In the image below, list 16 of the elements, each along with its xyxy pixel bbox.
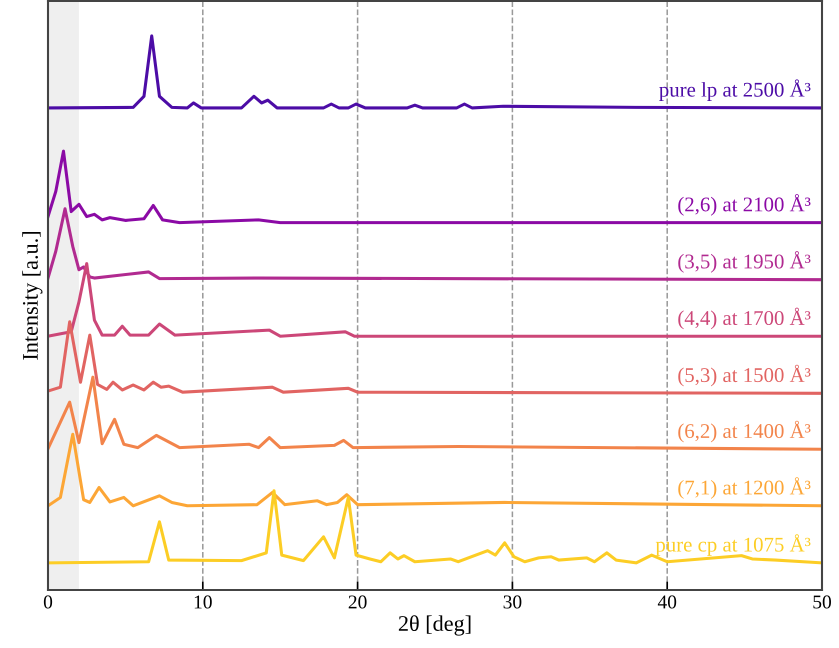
x-tick-label: 50: [813, 595, 831, 609]
series-label: pure cp at 1075 Å³: [656, 534, 810, 556]
series-label: (3,5) at 1950 Å³: [678, 251, 810, 273]
x-tick-label: 10: [194, 595, 212, 609]
series-label: (2,6) at 2100 Å³: [678, 194, 810, 216]
x-tick-label: 20: [348, 595, 367, 609]
series-label: pure lp at 2500 Å³: [659, 79, 810, 101]
y-axis-title: Intensity [a.u.]: [22, 232, 42, 360]
x-axis-title: 2θ [deg]: [398, 615, 470, 636]
series-label: (4,4) at 1700 Å³: [678, 308, 810, 330]
x-tick-label: 40: [658, 595, 676, 609]
x-tick-label: 30: [504, 595, 522, 609]
x-tick-label: 0: [44, 595, 52, 609]
series-label: (5,3) at 1500 Å³: [678, 364, 810, 386]
series-label: (7,1) at 1200 Å³: [678, 477, 810, 499]
series-label: (6,2) at 1400 Å³: [678, 420, 810, 442]
